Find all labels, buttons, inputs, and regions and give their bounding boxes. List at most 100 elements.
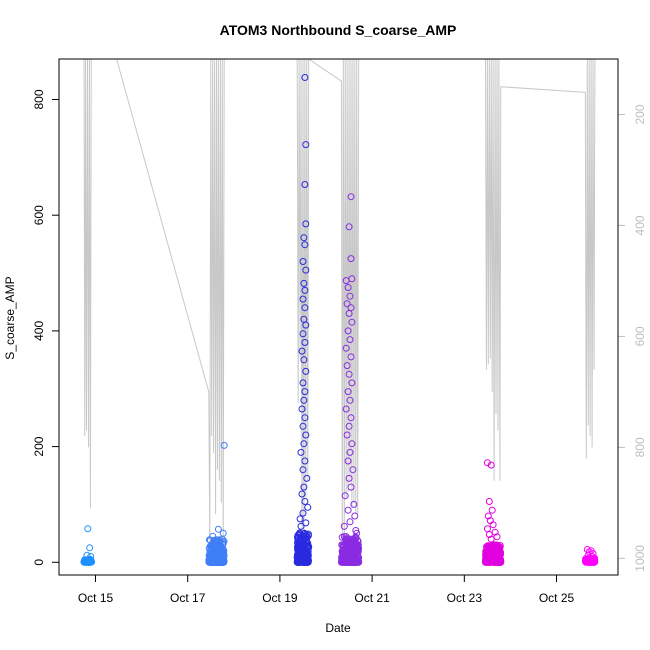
y-tick-label: 200 bbox=[32, 436, 46, 456]
right-tick-label: 400 bbox=[633, 215, 647, 235]
data-point bbox=[300, 440, 308, 448]
data-point bbox=[483, 557, 490, 565]
data-point bbox=[83, 551, 91, 559]
data-point bbox=[302, 321, 310, 329]
data-point bbox=[302, 220, 310, 228]
data-point bbox=[294, 546, 302, 554]
data-point bbox=[300, 234, 308, 242]
data-point bbox=[482, 547, 490, 555]
data-point bbox=[301, 74, 309, 81]
data-point bbox=[294, 555, 302, 563]
y-tick-label: 0 bbox=[32, 559, 46, 566]
data-point bbox=[298, 405, 306, 413]
data-point bbox=[496, 548, 504, 556]
data-point bbox=[86, 544, 94, 552]
data-point bbox=[483, 459, 491, 467]
data-point bbox=[211, 550, 219, 558]
data-point bbox=[299, 258, 307, 265]
data-point bbox=[206, 555, 214, 563]
data-point bbox=[494, 548, 502, 556]
x-tick-label: Oct 17 bbox=[170, 591, 206, 605]
data-point bbox=[346, 448, 354, 456]
data-point bbox=[344, 537, 352, 545]
data-point bbox=[302, 431, 310, 439]
data-point bbox=[304, 503, 312, 511]
y-axis-label: S_coarse_AMP bbox=[3, 276, 17, 359]
data-point bbox=[351, 512, 359, 520]
plot-frame bbox=[58, 58, 619, 576]
data-point bbox=[298, 347, 306, 355]
x-tick-label: Oct 23 bbox=[447, 591, 483, 605]
data-point bbox=[302, 141, 310, 149]
data-point bbox=[345, 474, 353, 482]
data-point bbox=[345, 370, 353, 378]
data-point bbox=[300, 356, 308, 364]
right-series-line bbox=[83, 59, 596, 559]
x-tick-label: Oct 21 bbox=[354, 591, 390, 605]
data-point bbox=[339, 546, 347, 554]
data-point bbox=[489, 521, 497, 529]
y-tick-label: 800 bbox=[32, 89, 46, 109]
data-point bbox=[294, 534, 302, 542]
y-tick-label: 400 bbox=[32, 321, 46, 341]
data-point bbox=[348, 440, 356, 448]
right-tick-label: 600 bbox=[633, 326, 647, 346]
data-point bbox=[296, 515, 304, 523]
data-point bbox=[485, 498, 493, 505]
data-point bbox=[345, 422, 353, 430]
data-point bbox=[345, 310, 353, 317]
data-point bbox=[344, 457, 352, 465]
data-point bbox=[299, 422, 307, 430]
data-point bbox=[301, 339, 309, 346]
data-point bbox=[346, 396, 354, 404]
data-point bbox=[493, 533, 501, 541]
data-point bbox=[301, 414, 309, 422]
data-point bbox=[347, 193, 355, 201]
data-point bbox=[294, 531, 302, 539]
data-point bbox=[589, 557, 597, 565]
right-tick-label: 200 bbox=[633, 104, 647, 124]
data-point bbox=[301, 557, 309, 565]
data-point bbox=[348, 379, 356, 387]
data-point bbox=[347, 483, 355, 491]
axes: Oct 15 Oct 17 Oct 19 Oct 21 Oct 23 Oct 25 0 200… bbox=[32, 89, 647, 605]
y-tick-label: 600 bbox=[32, 205, 46, 225]
data-point bbox=[491, 528, 499, 536]
data-point bbox=[347, 353, 355, 361]
data-point bbox=[588, 553, 596, 560]
data-point bbox=[301, 498, 309, 505]
data-point bbox=[588, 558, 596, 566]
data-point bbox=[300, 279, 308, 287]
data-point bbox=[299, 330, 307, 338]
data-point bbox=[294, 543, 302, 551]
data-point bbox=[342, 277, 350, 285]
data-point bbox=[347, 414, 355, 422]
data-point bbox=[304, 543, 311, 551]
data-point bbox=[344, 388, 352, 396]
data-points bbox=[80, 74, 599, 566]
data-point bbox=[345, 223, 353, 231]
data-point bbox=[297, 522, 305, 530]
data-point bbox=[348, 318, 356, 326]
data-point bbox=[342, 344, 350, 352]
data-point bbox=[347, 255, 355, 263]
data-point bbox=[344, 327, 352, 335]
data-point bbox=[219, 529, 227, 537]
data-point bbox=[301, 181, 309, 188]
x-tick-label: Oct 19 bbox=[262, 591, 298, 605]
data-point bbox=[339, 551, 347, 559]
data-point bbox=[300, 396, 308, 404]
data-point bbox=[299, 549, 307, 557]
data-point bbox=[350, 500, 358, 508]
data-point bbox=[219, 545, 227, 552]
data-point bbox=[349, 466, 357, 474]
data-point bbox=[214, 539, 222, 547]
data-point bbox=[299, 295, 307, 303]
x-tick-label: Oct 25 bbox=[539, 591, 575, 605]
data-point bbox=[301, 286, 309, 294]
data-point bbox=[338, 533, 346, 541]
data-point bbox=[87, 553, 95, 560]
data-point bbox=[299, 509, 307, 517]
data-point bbox=[301, 388, 309, 396]
data-point bbox=[220, 441, 228, 449]
